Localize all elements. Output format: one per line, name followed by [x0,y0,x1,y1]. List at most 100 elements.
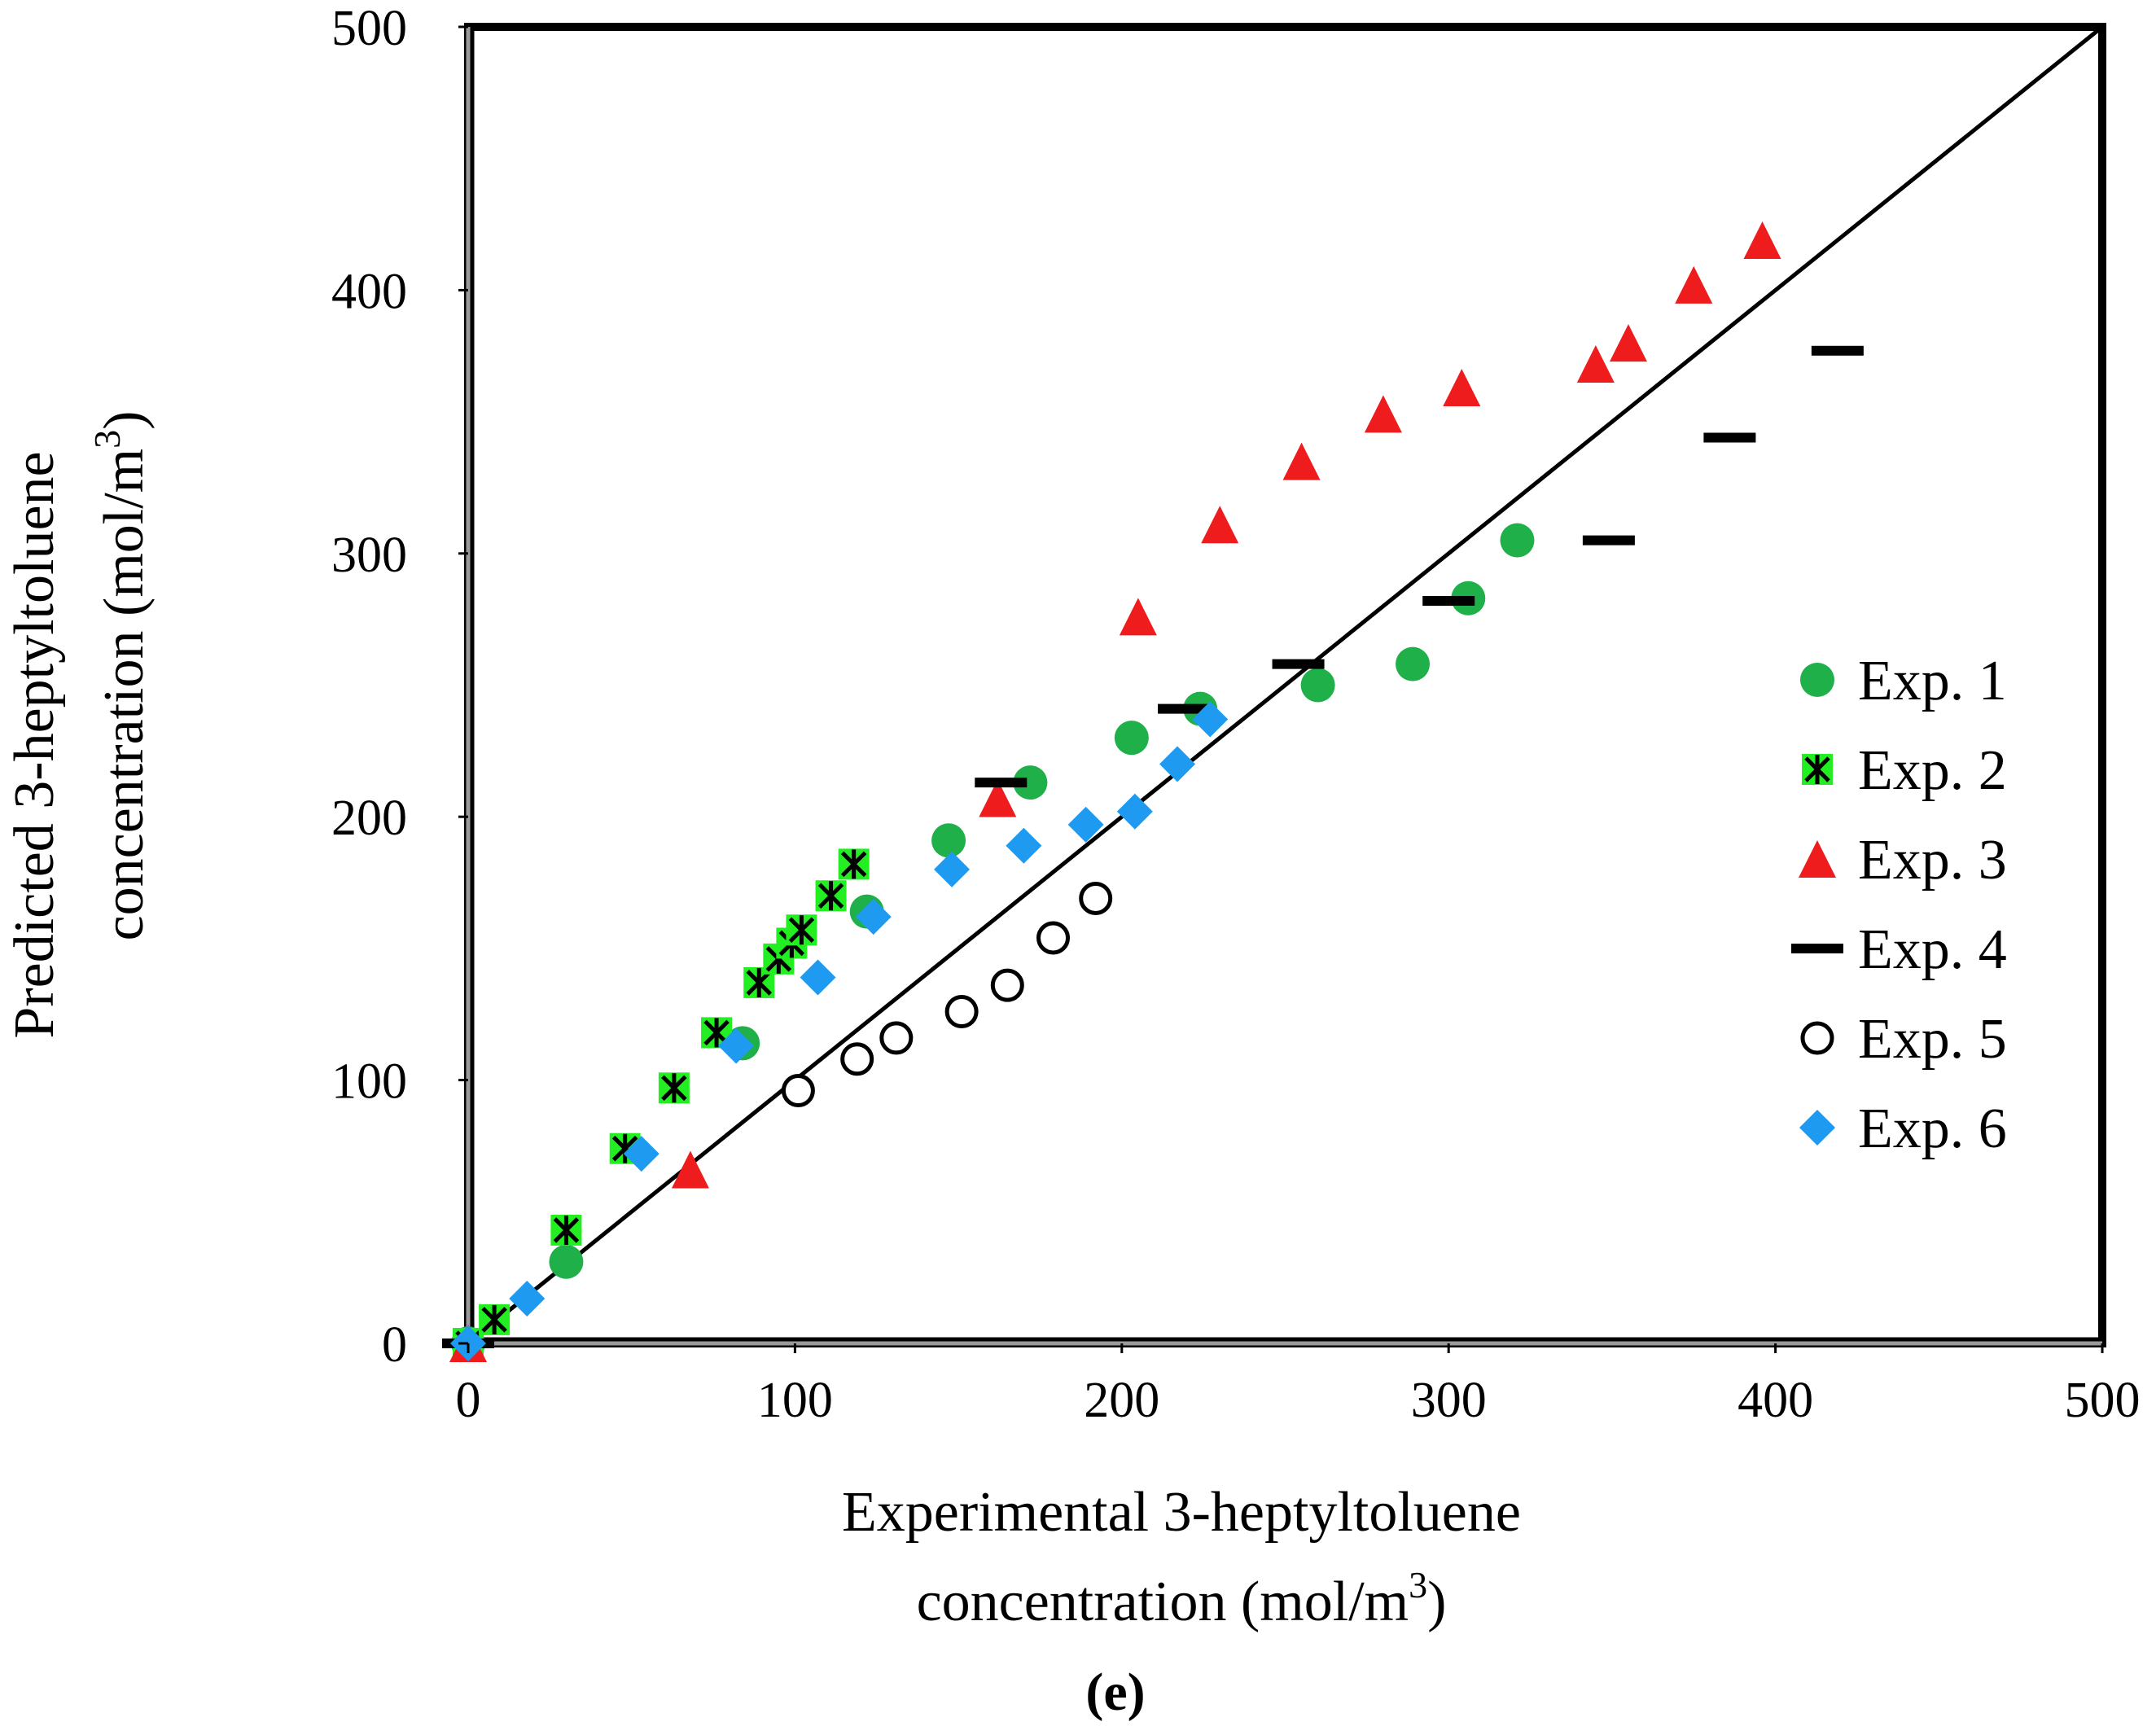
data-point [979,779,1017,817]
y-tick-label: 500 [331,1,407,56]
open-circle-marker [944,995,979,1029]
data-point [479,1303,511,1335]
diamond-marker [1067,806,1104,843]
legend-item-exp-4: Exp. 4 [1791,918,2007,981]
data-point [1013,765,1048,800]
data-point [1201,506,1239,544]
x-axis-title-line1: Experimental 3-heptyltoluene [842,1481,1521,1544]
y-axis-title-close: ) [93,411,156,430]
x-tick-label: 400 [1738,1373,1813,1428]
parity-line-segment [467,25,2104,1345]
data-point [1576,344,1615,383]
diamond-marker [1116,793,1153,830]
data-point [509,1281,546,1317]
triangle-marker [1743,221,1781,259]
y-axis-title-line2: concentration (mol/m3) [86,411,156,941]
y-tick-label: 400 [331,264,407,319]
data-point [1703,432,1756,443]
data-point [815,880,847,912]
dash-marker [1272,659,1325,669]
diamond-marker [1192,701,1229,738]
data-point [658,1072,690,1104]
data-point [1443,369,1481,407]
circle-marker [1800,663,1834,697]
data-point [623,1136,660,1172]
parity-line [467,25,2104,1345]
x-axis-title-unit: concentration (mol/m [917,1571,1409,1633]
legend-label: Exp. 6 [1858,1098,2007,1160]
x-axis-title-superscript: 3 [1409,1564,1427,1606]
x-axis-title-line2: concentration (mol/m3) [917,1564,1447,1633]
data-series [442,221,1864,1362]
data-point [944,995,979,1029]
dash-marker [1811,345,1864,356]
legend-marker [1800,1021,1834,1055]
legend-marker [1799,840,1836,878]
legend-marker [1791,944,1843,953]
legend-label: Exp. 1 [1858,650,2007,712]
x-tick-label: 300 [1411,1373,1487,1428]
data-point [1116,793,1153,830]
legend-label: Exp. 5 [1858,1008,2007,1071]
series-exp-6 [450,701,1229,1361]
data-point [786,914,817,946]
data-point [840,1042,874,1076]
data-point [781,1074,815,1108]
y-tick-label: 300 [331,528,407,583]
triangle-marker [1364,395,1402,433]
circle-marker [1013,765,1048,800]
diamond-marker [623,1136,660,1172]
diamond-marker [718,1027,755,1064]
diamond-marker [800,959,836,996]
data-point [1114,721,1149,756]
triangle-marker [1609,324,1647,362]
open-circle-marker [840,1042,874,1076]
triangle-marker [1282,442,1321,480]
dash-marker [1158,703,1211,714]
data-point [1300,668,1335,703]
data-point [1811,345,1864,356]
legend-item-exp-5: Exp. 5 [1800,1008,2007,1071]
x-axis-ticks: 0 100 200 300 400 500 [456,1343,2141,1428]
data-point [1282,442,1321,480]
data-point [549,1244,584,1279]
open-circle-marker [990,968,1024,1002]
series-exp-5 [781,881,1113,1108]
triangle-marker [1119,598,1157,636]
circle-marker [1114,721,1149,756]
data-point [1582,535,1635,545]
data-point [1006,827,1042,864]
data-point [1036,921,1071,955]
y-tick-label: 0 [382,1317,407,1373]
triangle-marker [671,1150,709,1189]
data-point [1272,659,1325,669]
x-tick-label: 200 [1084,1373,1159,1428]
data-point [975,778,1028,788]
legend-item-exp-6: Exp. 6 [1799,1098,2007,1160]
data-point [1396,646,1431,681]
data-point [1675,265,1713,304]
y-tick-label: 200 [331,791,407,846]
diamond-marker [509,1281,546,1317]
triangle-marker [1799,840,1836,878]
circle-marker [1300,668,1335,703]
y-axis-ticks: 0 100 200 300 400 500 [331,1,468,1373]
data-point [1158,703,1211,714]
diamond-marker [934,851,971,887]
data-point [838,848,870,880]
triangle-marker [979,779,1017,817]
data-point [1192,701,1229,738]
circle-marker [1396,646,1431,681]
legend-label: Exp. 2 [1858,739,2007,802]
x-axis-title-close: ) [1427,1571,1446,1633]
legend-marker [1802,754,1833,785]
dash-marker [1791,944,1843,953]
data-point [855,899,892,935]
triangle-marker [1443,369,1481,407]
diamond-marker [1006,827,1042,864]
dash-marker [1703,432,1756,443]
legend-label: Exp. 3 [1858,829,2007,892]
legend-item-exp-2: Exp. 2 [1802,739,2007,802]
data-point [1159,746,1196,782]
